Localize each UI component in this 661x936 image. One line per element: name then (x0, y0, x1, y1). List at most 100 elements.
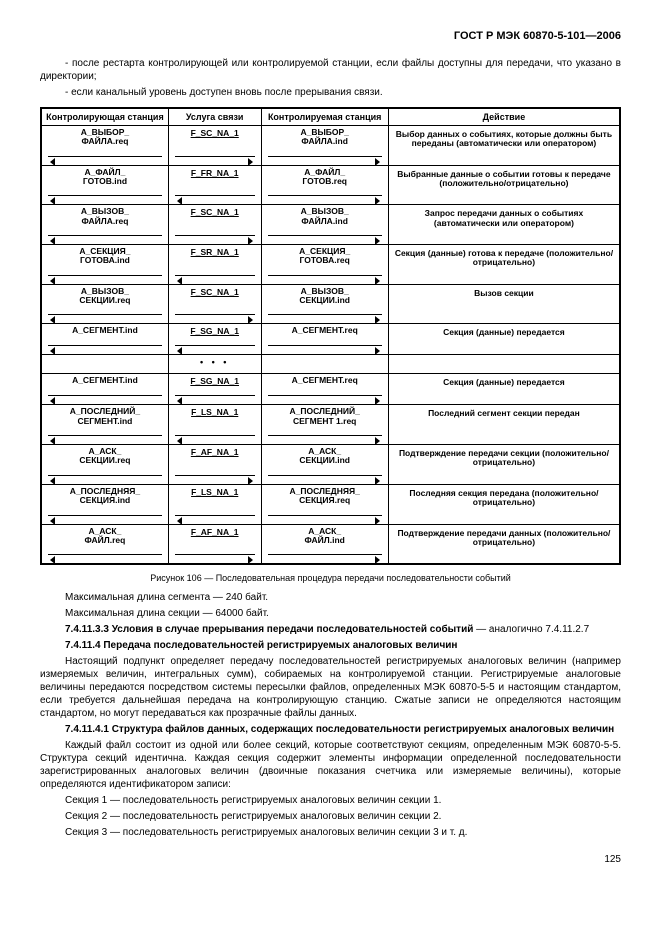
arrow-cell (41, 188, 168, 205)
max-segment: Максимальная длина сегмента — 240 байт. (40, 591, 621, 604)
left-label: А_ВЫБОР_ФАЙЛА.req (41, 126, 168, 149)
table-row: А_ФАЙЛ_ГОТОВ.indF_FR_NA_1А_ФАЙЛ_ГОТОВ.re… (41, 166, 620, 189)
arrow-cell (261, 307, 388, 324)
arrow-cell (168, 228, 261, 245)
table-row: А_ПОСЛЕДНЯЯ_СЕКЦИЯ.indF_LS_NA_1А_ПОСЛЕДН… (41, 485, 620, 508)
right-label: А_СЕКЦИЯ_ГОТОВА.req (261, 245, 388, 268)
table-header-row: Контролирующая станция Услуга связи Конт… (41, 108, 620, 126)
intro-block: - после рестарта контролирующей или конт… (40, 57, 621, 99)
table-row: А_АСК_СЕКЦИИ.reqF_AF_NA_1А_АСК_СЕКЦИИ.in… (41, 445, 620, 468)
arrow-cell (261, 188, 388, 205)
table-row: А_ВЫЗОВ_ФАЙЛА.reqF_SC_NA_1А_ВЫЗОВ_ФАЙЛА.… (41, 205, 620, 228)
arrow-cell (168, 188, 261, 205)
sequence-table-wrap: Контролирующая станция Услуга связи Конт… (40, 107, 621, 565)
max-section: Максимальная длина секции — 64000 байт. (40, 607, 621, 620)
arrow-cell (261, 268, 388, 285)
left-label: А_ФАЙЛ_ГОТОВ.ind (41, 166, 168, 189)
arrow-cell (168, 388, 261, 405)
left-label: А_ПОСЛЕДНЯЯ_СЕКЦИЯ.ind (41, 485, 168, 508)
arrow-cell (261, 149, 388, 166)
sec-cont: — аналогично 7.4.11.2.7 (473, 624, 589, 635)
arrow-cell (168, 307, 261, 324)
table-row: А_АСК_ФАЙЛ.reqF_AF_NA_1А_АСК_ФАЙЛ.indПод… (41, 525, 620, 548)
left-label: А_АСК_СЕКЦИИ.req (41, 445, 168, 468)
arrow-cell (41, 307, 168, 324)
sec-7-4-11-4-1-body: Каждый файл состоит из одной или более с… (40, 739, 621, 791)
table-row: А_СЕГМЕНТ.indF_SG_NA_1А_СЕГМЕНТ.reqСекци… (41, 374, 620, 388)
sec-title: 7.4.11.3.3 Условия в случае прерывания п… (65, 624, 473, 635)
right-label: А_ФАЙЛ_ГОТОВ.req (261, 166, 388, 189)
left-label: А_ПОСЛЕДНИЙ_СЕГМЕНТ.ind (41, 405, 168, 428)
service-label: F_LS_NA_1 (168, 485, 261, 508)
document-header: ГОСТ Р МЭК 60870-5-101—2006 (40, 30, 621, 42)
arrow-cell (168, 149, 261, 166)
list-item: Секция 3 — последовательность регистриру… (40, 826, 621, 839)
table-row: А_СЕКЦИЯ_ГОТОВА.indF_SR_NA_1А_СЕКЦИЯ_ГОТ… (41, 245, 620, 268)
page-number: 125 (40, 854, 621, 865)
arrow-cell (41, 149, 168, 166)
arrow-cell (261, 508, 388, 525)
left-label: А_СЕГМЕНТ.ind (41, 374, 168, 388)
arrow-cell (41, 547, 168, 564)
service-label: F_AF_NA_1 (168, 525, 261, 548)
service-label: F_SC_NA_1 (168, 285, 261, 308)
arrow-cell (41, 338, 168, 355)
sec-7-4-11-3-3: 7.4.11.3.3 Условия в случае прерывания п… (40, 623, 621, 636)
arrow-cell (261, 338, 388, 355)
action-text: Секция (данные) передается (388, 324, 620, 355)
action-text: Подтверждение передачи данных (положител… (388, 525, 620, 565)
right-label: А_АСК_ФАЙЛ.ind (261, 525, 388, 548)
right-label: А_СЕГМЕНТ.req (261, 324, 388, 338)
action-text (388, 355, 620, 374)
arrow-cell (261, 228, 388, 245)
arrow-cell (261, 428, 388, 445)
table-row: А_ВЫБОР_ФАЙЛА.reqF_SC_NA_1А_ВЫБОР_ФАЙЛА.… (41, 126, 620, 149)
action-text: Вызов секции (388, 285, 620, 324)
arrow-cell (41, 468, 168, 485)
right-label: А_СЕГМЕНТ.req (261, 374, 388, 388)
table-row: А_СЕГМЕНТ.indF_SG_NA_1А_СЕГМЕНТ.reqСекци… (41, 324, 620, 338)
intro-line: - если канальный уровень доступен вновь … (40, 86, 621, 99)
service-label: F_SC_NA_1 (168, 205, 261, 228)
service-label: F_SC_NA_1 (168, 126, 261, 149)
service-label: F_LS_NA_1 (168, 405, 261, 428)
service-label: F_FR_NA_1 (168, 166, 261, 189)
arrow-cell (168, 468, 261, 485)
service-label: F_SR_NA_1 (168, 245, 261, 268)
arrow-cell (41, 228, 168, 245)
left-label: А_ВЫЗОВ_ФАЙЛА.req (41, 205, 168, 228)
figure-caption: Рисунок 106 — Последовательная процедура… (40, 573, 621, 583)
action-text: Выбор данных о событиях, которые должны … (388, 126, 620, 166)
table-row: • • • (41, 355, 620, 369)
arrow-cell (168, 547, 261, 564)
arrow-cell (168, 338, 261, 355)
left-label: А_СЕГМЕНТ.ind (41, 324, 168, 338)
right-label: А_ПОСЛЕДНИЙ_СЕГМЕНТ 1.req (261, 405, 388, 428)
arrow-cell (41, 388, 168, 405)
arrow-cell (261, 388, 388, 405)
sec-7-4-11-4-1-title: 7.4.11.4.1 Структура файлов данных, соде… (40, 723, 621, 736)
right-label: А_ВЫЗОВ_СЕКЦИИ.ind (261, 285, 388, 308)
action-text: Выбранные данные о событии готовы к пере… (388, 166, 620, 205)
service-label: F_SG_NA_1 (168, 374, 261, 388)
left-label: А_ВЫЗОВ_СЕКЦИИ.req (41, 285, 168, 308)
action-text: Секция (данные) передается (388, 374, 620, 405)
sec-7-4-11-4-title: 7.4.11.4 Передача последовательностей ре… (40, 639, 621, 652)
service-label: F_SG_NA_1 (168, 324, 261, 338)
service-label: F_AF_NA_1 (168, 445, 261, 468)
intro-line: - после рестарта контролирующей или конт… (40, 57, 621, 83)
th-controlling: Контролирующая станция (41, 108, 168, 126)
table-row: А_ПОСЛЕДНИЙ_СЕГМЕНТ.indF_LS_NA_1А_ПОСЛЕД… (41, 405, 620, 428)
arrow-cell (41, 268, 168, 285)
left-label: А_АСК_ФАЙЛ.req (41, 525, 168, 548)
left-label: А_СЕКЦИЯ_ГОТОВА.ind (41, 245, 168, 268)
arrow-cell (261, 468, 388, 485)
right-label: А_ПОСЛЕДНЯЯ_СЕКЦИЯ.req (261, 485, 388, 508)
arrow-cell (41, 428, 168, 445)
action-text: Последняя секция передана (положительно/… (388, 485, 620, 524)
th-action: Действие (388, 108, 620, 126)
list-item: Секция 1 — последовательность регистриру… (40, 794, 621, 807)
right-label: А_ВЫЗОВ_ФАЙЛА.ind (261, 205, 388, 228)
action-text: Секция (данные) готова к передаче (полож… (388, 245, 620, 284)
sequence-table: Контролирующая станция Услуга связи Конт… (40, 107, 621, 565)
